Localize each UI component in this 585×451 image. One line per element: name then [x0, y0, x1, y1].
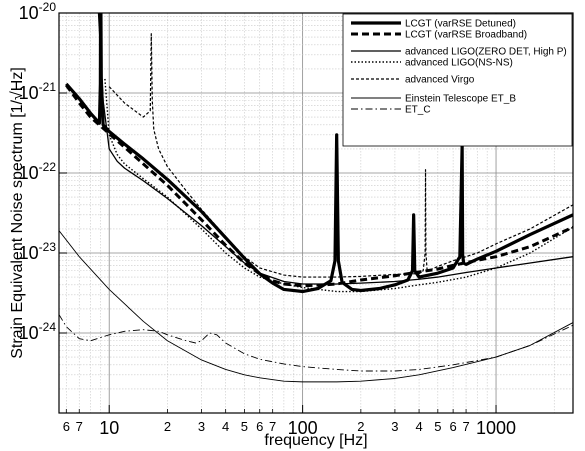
y-tick-label: 10-24 — [19, 320, 57, 343]
legend-label-3: advanced LIGO(ZERO DET, High P) — [405, 47, 567, 58]
x-minor-tick-label: 6 — [450, 419, 457, 434]
legend: LCGT (varRSE Detuned)LCGT (varRSE Broadb… — [342, 13, 573, 147]
x-minor-tick-label: 7 — [269, 419, 276, 434]
x-minor-tick-label: 7 — [76, 419, 83, 434]
y-tick-label: 10-23 — [19, 240, 57, 263]
legend-box — [342, 13, 573, 147]
x-axis-label: frequency [Hz] — [264, 432, 367, 449]
x-minor-tick-label: 2 — [164, 419, 171, 434]
legend-label-4: advanced LIGO(NS-NS) — [405, 58, 513, 69]
x-minor-tick-label: 5 — [241, 419, 248, 434]
x-minor-tick-label: 4 — [222, 419, 229, 434]
x-minor-tick-label: 3 — [391, 419, 398, 434]
x-minor-tick-label: 2 — [357, 419, 364, 434]
x-minor-tick-label: 6 — [256, 419, 263, 434]
y-axis-label: Strain Equivalent Noise spectrum [1/√Hz] — [9, 67, 26, 359]
series-line-6 — [59, 230, 573, 383]
series-line-5 — [108, 33, 573, 278]
plot-frame — [58, 12, 574, 414]
legend-label-1: LCGT (varRSE Detuned) — [405, 19, 516, 30]
x-major-tick-label: 100 — [288, 418, 318, 438]
legend-label-7: ET_C — [405, 105, 431, 116]
series-line-3 — [97, 13, 573, 285]
series-line-4 — [104, 78, 573, 293]
x-minor-tick-label: 7 — [462, 419, 469, 434]
legend-label-6: Einstein Telescope ET_B — [405, 94, 516, 105]
x-minor-tick-label: 6 — [63, 419, 70, 434]
y-tick-label: 10-22 — [19, 160, 57, 183]
y-tick-label: 10-20 — [19, 0, 57, 23]
series-layer — [59, 13, 573, 383]
x-major-tick-label: 1000 — [476, 418, 516, 438]
series-line-1 — [65, 13, 573, 294]
legend-label-5: advanced Virgo — [405, 75, 475, 86]
x-minor-tick-label: 3 — [198, 419, 205, 434]
series-line-7 — [59, 314, 573, 372]
x-minor-tick-label: 4 — [415, 419, 422, 434]
legend-label-2: LCGT (varRSE Broadband) — [405, 30, 527, 41]
x-major-tick-label: 10 — [99, 418, 119, 438]
y-tick-label: 10-21 — [19, 80, 57, 103]
x-minor-tick-label: 5 — [434, 419, 441, 434]
